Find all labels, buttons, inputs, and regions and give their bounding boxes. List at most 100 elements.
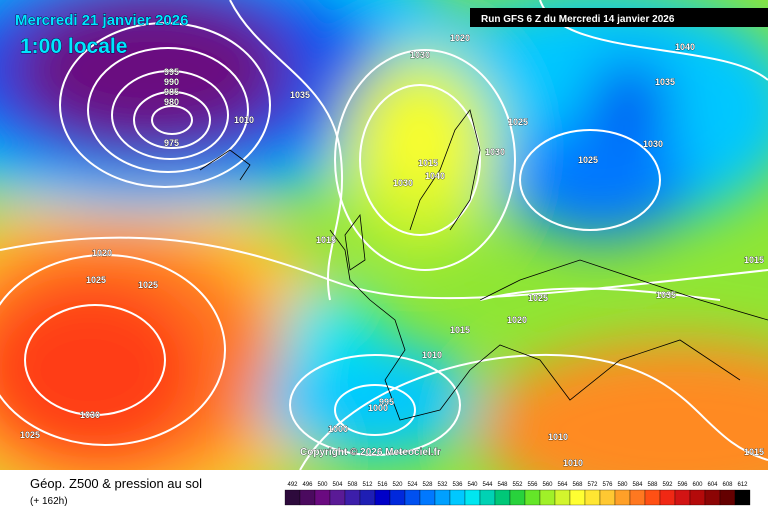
isobar-label: 1015 xyxy=(744,447,764,457)
colorbar-label: 548 xyxy=(497,482,508,488)
isobar-label: 1040 xyxy=(425,171,445,181)
isobar-label: 1020 xyxy=(507,315,527,325)
colorbar-swatch xyxy=(659,489,676,506)
isobar-label: 1035 xyxy=(290,90,310,100)
colorbar-label: 588 xyxy=(647,482,658,488)
colorbar-label: 564 xyxy=(557,482,568,488)
isobar-label: 1010 xyxy=(234,115,254,125)
isobar-label: 1040 xyxy=(675,42,695,52)
colorbar-swatch xyxy=(614,489,631,506)
local-time: 1:00 locale xyxy=(20,35,127,58)
isobar-label: 1035 xyxy=(656,290,676,300)
colorbar-label: 508 xyxy=(347,482,358,488)
colorbar-label: 544 xyxy=(482,482,493,488)
isobar-label: 1025 xyxy=(20,430,40,440)
isobar-label: 1015 xyxy=(316,235,336,245)
isobar-label: 1015 xyxy=(418,158,438,168)
colorbar-label: 504 xyxy=(332,482,343,488)
coastlines xyxy=(199,109,768,421)
colorbar-label: 516 xyxy=(377,482,388,488)
colorbar-swatch xyxy=(704,489,721,506)
isobar-label: 1020 xyxy=(92,248,112,258)
colorbar-swatch xyxy=(374,489,391,506)
isobar-label: 985 xyxy=(164,87,179,97)
colorbar-swatch xyxy=(464,489,481,506)
isobar-label: 1030 xyxy=(410,50,430,60)
colorbar-label: 556 xyxy=(527,482,538,488)
colorbar-label: 536 xyxy=(452,482,463,488)
isobar-label: 990 xyxy=(164,77,179,87)
isobar-label: 1035 xyxy=(655,77,675,87)
colorbar-label: 492 xyxy=(287,482,298,488)
colorbar-label: 612 xyxy=(737,482,748,488)
colorbar-swatch xyxy=(404,489,421,506)
colorbar-label: 524 xyxy=(407,482,418,488)
valid-time: Mercredi 21 janvier 2026 xyxy=(15,12,188,29)
isobar-label: 1030 xyxy=(485,147,505,157)
colorbar-swatch xyxy=(449,489,466,506)
colorbar-label: 592 xyxy=(662,482,673,488)
colorbar-label: 496 xyxy=(302,482,313,488)
colorbar-label: 520 xyxy=(392,482,403,488)
colorbar-swatch xyxy=(674,489,691,506)
colorbar-label: 512 xyxy=(362,482,373,488)
footer-title: Géop. Z500 & pression au sol xyxy=(30,476,202,491)
colorbar-swatch xyxy=(689,489,706,506)
isobar-label: 1025 xyxy=(528,293,548,303)
colorbar-label: 560 xyxy=(542,482,553,488)
colorbar-swatch xyxy=(299,489,316,506)
isobar-label: 1020 xyxy=(450,33,470,43)
colorbar-swatch xyxy=(494,489,511,506)
colorbar-swatch xyxy=(479,489,496,506)
isobar-label: 1010 xyxy=(563,458,583,468)
colorbar-label: 500 xyxy=(317,482,328,488)
colorbar-swatch xyxy=(629,489,646,506)
isobar-label: 995 xyxy=(379,397,394,407)
colorbar-label: 580 xyxy=(617,482,628,488)
lead-time: (+ 162h) xyxy=(30,496,68,507)
colorbar-label: 604 xyxy=(707,482,718,488)
colorbar-label: 572 xyxy=(587,482,598,488)
isobar-label: 1030 xyxy=(80,410,100,420)
colorbar-swatch xyxy=(719,489,736,506)
colorbar-label: 596 xyxy=(677,482,688,488)
colorbar-swatch xyxy=(569,489,586,506)
colorbar-label: 584 xyxy=(632,482,643,488)
isobar-label: 1030 xyxy=(393,178,413,188)
isobar-label: 975 xyxy=(164,138,179,148)
isobar-label: 1025 xyxy=(138,280,158,290)
colorbar-label: 608 xyxy=(722,482,733,488)
colorbar-swatch xyxy=(389,489,406,506)
isobar-label: 980 xyxy=(164,97,179,107)
run-info: Run GFS 6 Z du Mercredi 14 janvier 2026 xyxy=(481,14,675,25)
colorbar-label: 552 xyxy=(512,482,523,488)
isobar-label: 1010 xyxy=(548,432,568,442)
isobar-label: 1010 xyxy=(422,350,442,360)
colorbar-swatch xyxy=(524,489,541,506)
isobar-label: 1025 xyxy=(578,155,598,165)
colorbar-swatch xyxy=(434,489,451,506)
colorbar-swatch xyxy=(644,489,661,506)
colorbar-label: 532 xyxy=(437,482,448,488)
colorbar-swatch xyxy=(539,489,556,506)
colorbar-swatch xyxy=(584,489,601,506)
colorbar-label: 576 xyxy=(602,482,613,488)
colorbar-swatch xyxy=(599,489,616,506)
colorbar-label: 528 xyxy=(422,482,433,488)
colorbar-label: 600 xyxy=(692,482,703,488)
isobar-label: 1000 xyxy=(368,403,388,413)
run-box xyxy=(470,8,768,27)
colorbar-swatch xyxy=(359,489,376,506)
isobar-label: 995 xyxy=(164,67,179,77)
isobar-label: 1030 xyxy=(643,139,663,149)
colorbar-swatch xyxy=(284,489,301,506)
colorbar-swatch xyxy=(419,489,436,506)
isobar-label: 1025 xyxy=(508,117,528,127)
colorbar-label: 540 xyxy=(467,482,478,488)
isobar-label: 1015 xyxy=(450,325,470,335)
colorbar-label: 568 xyxy=(572,482,583,488)
colorbar-swatch xyxy=(314,489,331,506)
